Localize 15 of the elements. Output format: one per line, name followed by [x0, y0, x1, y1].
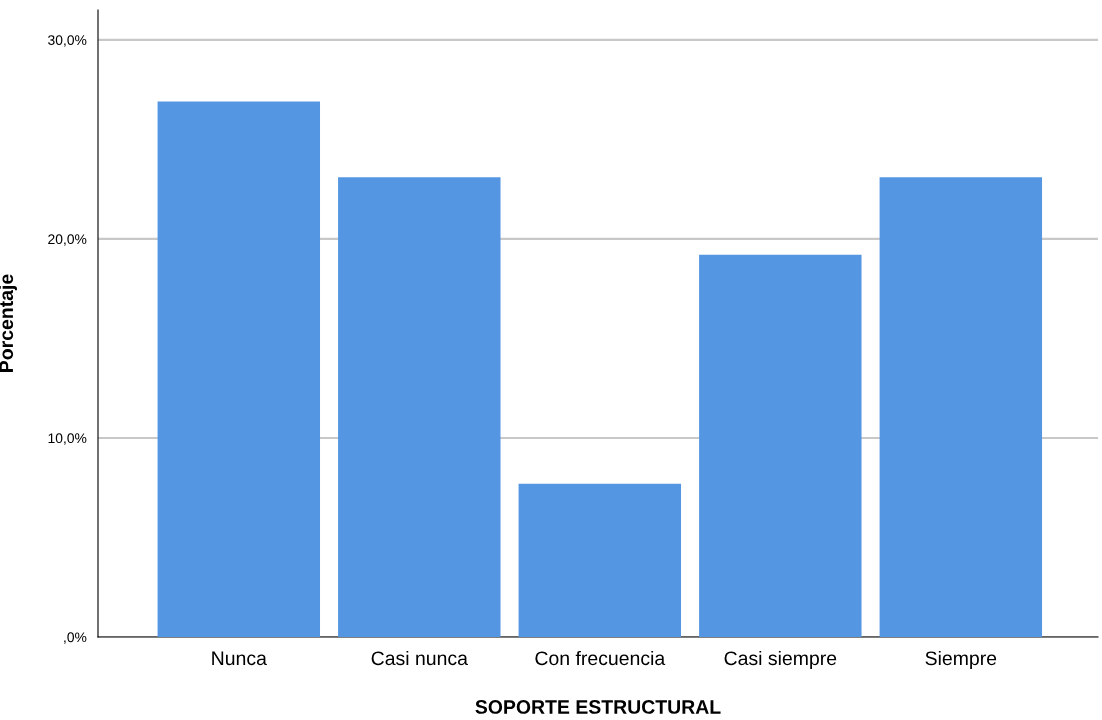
x-tick-label: Con frecuencia: [535, 650, 666, 666]
y-tick-label: 10,0%: [48, 433, 87, 445]
y-tick-label: ,0%: [64, 632, 87, 644]
x-tick-label: Nunca: [212, 651, 267, 666]
bar: [338, 177, 501, 637]
x-tick-label: Casi siempre: [724, 650, 837, 670]
x-tick-label: Casi nunca: [371, 650, 468, 666]
bar: [879, 177, 1043, 637]
bar: [157, 101, 321, 637]
x-axis-title: SOPORTE ESTRUCTURAL: [475, 700, 721, 714]
bar: [518, 483, 682, 637]
x-tick-label: Siempre: [925, 650, 997, 670]
bar: [699, 254, 862, 637]
y-tick-label: 30,0%: [48, 35, 87, 47]
y-tick-label: 20,0%: [48, 234, 87, 246]
